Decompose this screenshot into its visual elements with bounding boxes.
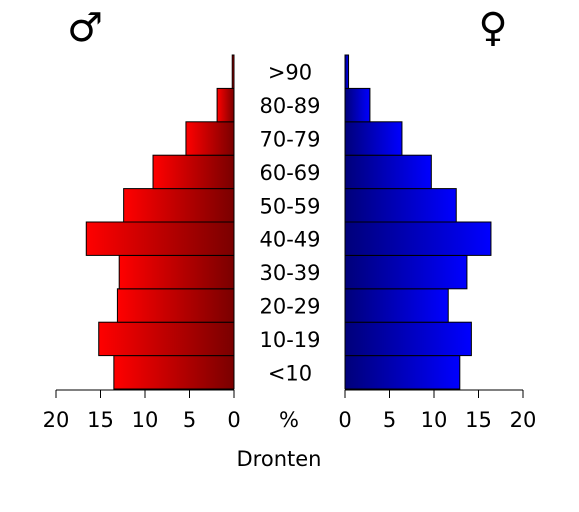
x-axis-label: Dronten xyxy=(237,447,322,471)
bar xyxy=(344,121,403,156)
legend-label: ♂ xyxy=(67,5,103,51)
category-label: <10 xyxy=(268,361,312,385)
bar xyxy=(113,355,235,390)
x-tick-label: 5 xyxy=(183,408,196,432)
category-label: 20-29 xyxy=(259,295,320,319)
bar xyxy=(344,355,461,390)
x-tick-label: 5 xyxy=(383,408,396,432)
bar xyxy=(123,188,235,223)
bar xyxy=(344,254,468,290)
category-label: 60-69 xyxy=(259,161,320,185)
bar xyxy=(216,87,235,123)
x-tick-label: 0 xyxy=(227,408,240,432)
bar xyxy=(344,54,350,89)
category-label: 50-59 xyxy=(259,194,320,218)
legend-label: ♀ xyxy=(478,5,507,51)
bar xyxy=(344,154,432,190)
bar xyxy=(344,188,457,223)
x-tick-label: 0 xyxy=(338,408,351,432)
category-label: 30-39 xyxy=(259,261,320,285)
bar xyxy=(344,321,472,357)
category-label: 80-89 xyxy=(259,94,320,118)
x-tick-label: 15 xyxy=(465,408,492,432)
x-tick-label: 20 xyxy=(43,408,70,432)
bar xyxy=(344,288,449,323)
category-label: >90 xyxy=(268,61,312,85)
x-tick-label: 20 xyxy=(510,408,537,432)
category-label: 40-49 xyxy=(259,228,320,252)
bar xyxy=(185,121,235,156)
category-label: 70-79 xyxy=(259,128,320,152)
bar xyxy=(118,254,235,290)
bar xyxy=(344,221,492,256)
bar xyxy=(231,54,235,89)
x-tick-label: 15 xyxy=(87,408,114,432)
category-label: 10-19 xyxy=(259,328,320,352)
bar xyxy=(116,288,235,323)
x-tick-label: 10 xyxy=(132,408,159,432)
bar xyxy=(98,321,235,357)
x-tick-label: 10 xyxy=(421,408,448,432)
bar xyxy=(85,221,235,256)
bar xyxy=(344,87,371,123)
unit-label: % xyxy=(279,408,299,432)
bar xyxy=(152,154,235,190)
